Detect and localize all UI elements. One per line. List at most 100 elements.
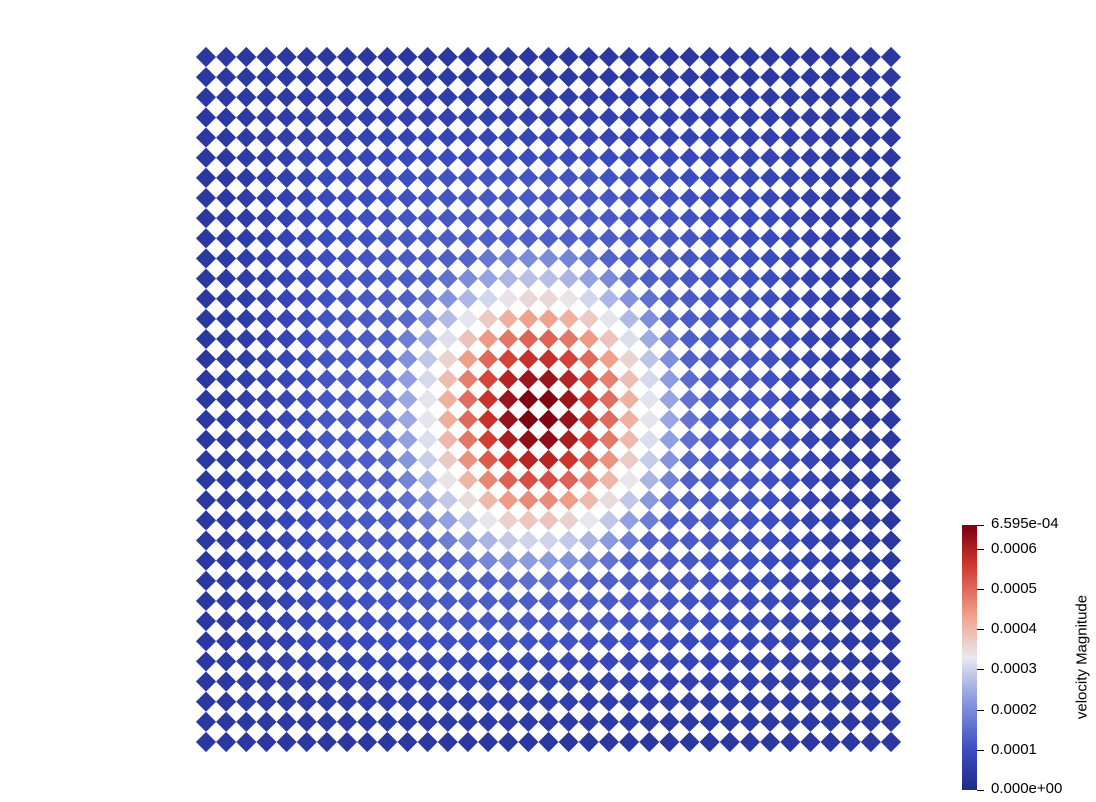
mesh-cell <box>518 268 539 289</box>
mesh-cell <box>578 208 599 229</box>
mesh-cell <box>296 711 317 732</box>
mesh-cell <box>619 510 640 531</box>
mesh-cell <box>598 550 620 571</box>
mesh-cell <box>739 671 761 692</box>
mesh-cell <box>417 147 438 168</box>
mesh-cell <box>276 651 297 672</box>
mesh-cell <box>518 46 539 68</box>
mesh-cell <box>760 550 781 571</box>
mesh-cell <box>820 328 841 350</box>
mesh-cell <box>256 107 277 128</box>
mesh-cell <box>397 46 418 68</box>
mesh-cell <box>296 671 317 692</box>
mesh-cell <box>377 369 398 390</box>
mesh-cell <box>316 490 337 511</box>
mesh-cell <box>216 550 237 571</box>
mesh-cell <box>477 288 499 309</box>
colorbar-max-label: 6.595e-04 <box>991 515 1059 532</box>
mesh-cell <box>357 449 378 471</box>
mesh-cell <box>820 530 841 551</box>
mesh-cell <box>800 147 821 168</box>
mesh-cell <box>679 107 700 128</box>
mesh-cell <box>296 268 317 289</box>
mesh-cell <box>800 268 821 289</box>
mesh-cell <box>558 510 579 531</box>
mesh-cell <box>659 530 680 551</box>
mesh-cell <box>679 530 700 551</box>
mesh-cell <box>639 349 660 370</box>
mesh-cell <box>518 631 539 652</box>
mesh-cell <box>880 611 902 632</box>
mesh-cell <box>820 67 841 88</box>
mesh-cell <box>498 288 519 309</box>
mesh-cell <box>397 228 418 249</box>
mesh-cell <box>760 187 781 209</box>
mesh-cell <box>860 510 881 531</box>
mesh-cell <box>820 590 841 612</box>
mesh-cell <box>417 248 438 269</box>
mesh-cell <box>357 530 378 551</box>
mesh-cell <box>216 470 237 491</box>
mesh-cell <box>377 550 398 571</box>
mesh-cell <box>840 369 861 390</box>
mesh-cell <box>276 248 297 269</box>
mesh-cell <box>598 87 620 108</box>
mesh-cell <box>377 107 398 128</box>
mesh-cell <box>840 127 861 148</box>
mesh-cell <box>357 731 378 753</box>
mesh-cell <box>457 67 478 88</box>
mesh-cell <box>397 308 418 329</box>
mesh-cell <box>316 147 337 168</box>
mesh-cell <box>699 611 720 632</box>
mesh-cell <box>558 530 579 551</box>
mesh-cell <box>659 268 680 289</box>
mesh-cell <box>840 389 861 410</box>
mesh-cell <box>336 590 358 612</box>
mesh-cell <box>820 147 841 168</box>
mesh-cell <box>659 208 680 229</box>
mesh-cell <box>276 691 297 712</box>
mesh-cell <box>679 711 700 732</box>
mesh-cell <box>840 691 861 712</box>
mesh-cell <box>578 328 599 350</box>
mesh-cell <box>760 167 781 188</box>
mesh-cell <box>377 631 398 652</box>
mesh-cell <box>800 208 821 229</box>
mesh-cell <box>739 328 761 350</box>
mesh-cell <box>639 147 660 168</box>
mesh-cell <box>498 228 519 249</box>
mesh-cell <box>699 167 720 188</box>
mesh-cell <box>679 389 700 410</box>
mesh-cell <box>236 429 257 450</box>
mesh-cell <box>880 228 902 249</box>
mesh-cell <box>820 691 841 712</box>
mesh-cell <box>820 248 841 269</box>
mesh-cell <box>437 208 458 229</box>
mesh-cell <box>437 328 458 350</box>
mesh-cell <box>538 570 559 591</box>
mesh-cell <box>236 46 257 68</box>
mesh-cell <box>639 611 660 632</box>
mesh-cell <box>860 570 881 591</box>
mesh-cell <box>417 449 438 471</box>
mesh-cell <box>477 449 499 471</box>
mesh-cell <box>256 590 277 612</box>
mesh-cell <box>377 711 398 732</box>
mesh-cell <box>760 147 781 168</box>
mesh-cell <box>880 490 902 511</box>
mesh-cell <box>477 590 499 612</box>
mesh-cell <box>760 691 781 712</box>
mesh-cell <box>538 449 559 471</box>
mesh-cell <box>477 268 499 289</box>
mesh-cell <box>780 167 801 188</box>
mesh-cell <box>437 107 458 128</box>
mesh-cell <box>498 651 519 672</box>
mesh-cell <box>598 67 620 88</box>
mesh-cell <box>578 369 599 390</box>
mesh-cell <box>760 570 781 591</box>
mesh-cell <box>518 228 539 249</box>
mesh-cell <box>679 611 700 632</box>
mesh-cell <box>397 550 418 571</box>
